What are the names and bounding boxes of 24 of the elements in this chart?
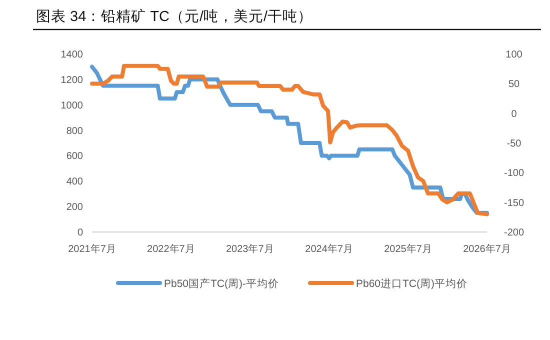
legend-label: Pb50国产TC(周)-平均价 bbox=[164, 277, 280, 290]
y2-tick-label: -50 bbox=[506, 138, 522, 150]
y-tick-label: 800 bbox=[66, 126, 84, 137]
y2-tick-label: 50 bbox=[508, 79, 520, 90]
legend-label: Pb60进口TC(周)平均价 bbox=[356, 277, 468, 290]
x-tick-label: 2022年7月 bbox=[147, 243, 195, 255]
x-tick-label: 2024年7月 bbox=[305, 243, 353, 255]
y-tick-label: 1200 bbox=[60, 74, 84, 86]
y-tick-label: 0 bbox=[77, 228, 84, 238]
y2-tick-label: 100 bbox=[506, 50, 523, 60]
y-tick-label: 600 bbox=[66, 151, 84, 162]
x-tick-label: 2021年7月 bbox=[68, 243, 116, 255]
x-tick-label: 2025年7月 bbox=[384, 243, 432, 255]
y2-tick-label: -200 bbox=[504, 228, 524, 238]
y2-tick-label: 0 bbox=[511, 108, 518, 120]
y-tick-label: 1400 bbox=[60, 50, 84, 60]
chart-title: 图表 34：铅精矿 TC（元/吨，美元/干吨） bbox=[36, 8, 313, 25]
y-tick-label: 200 bbox=[66, 202, 84, 214]
x-tick-label: 2026年7月 bbox=[463, 243, 511, 255]
y-tick-label: 1000 bbox=[60, 100, 84, 112]
x-tick-label: 2023年7月 bbox=[226, 243, 274, 255]
y-tick-label: 400 bbox=[66, 176, 84, 188]
y2-tick-label: -150 bbox=[504, 198, 524, 209]
y2-tick-label: -100 bbox=[504, 168, 524, 180]
